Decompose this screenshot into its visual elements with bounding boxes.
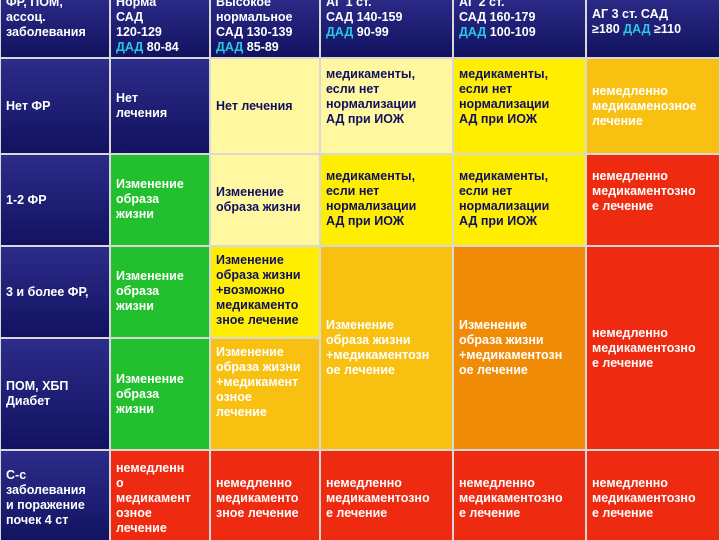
header-corner: ФР, ПОМ, ассоц. заболевания — [0, 0, 110, 58]
header-ag1-title: АГ 1 ст. — [326, 0, 372, 9]
row-label-3-plus-rf: 3 и более ФР, — [0, 246, 110, 338]
cell-rows-3-4-ag1: Изменение образа жизни +медикаментозн ое… — [320, 246, 453, 450]
cell-rows-3-4-ag2: Изменение образа жизни +медикаментозн ое… — [453, 246, 586, 450]
cell-1-2-rf-ag3: немедленно медикаментозно е лечение — [586, 154, 720, 246]
header-corner-text: ФР, ПОМ, ассоц. заболевания — [6, 0, 86, 39]
cell-cv-ag2: немедленно медикаментозно е лечение — [453, 450, 586, 540]
cell-tod-normal: Изменение образа жизни — [110, 338, 210, 450]
cell-cv-normal: немедленн о медикамент озное лечение — [110, 450, 210, 540]
cell-3-plus-rf-high-normal: Изменение образа жизни +возможно медикам… — [210, 246, 320, 338]
cell-no-rf-high-normal: Нет лечения — [210, 58, 320, 154]
cell-rows-3-4-ag3: немедленно медикаментозно е лечение — [586, 246, 720, 450]
cell-no-rf-ag1: медикаменты, если нет нормализации АД пр… — [320, 58, 453, 154]
row-label-1-2-rf: 1-2 ФР — [0, 154, 110, 246]
header-high-normal: Высокое нормальное САД 130-139 ДАД 85-89 — [210, 0, 320, 58]
header-ag1-sad: САД 140-159 — [326, 10, 403, 24]
cell-3-plus-rf-normal: Изменение образа жизни — [110, 246, 210, 338]
cell-cv-ag3: немедленно медикаментозно е лечение — [586, 450, 720, 540]
cell-no-rf-normal: Нет лечения — [110, 58, 210, 154]
header-ag3: АГ 3 ст. САД ≥180 ДАД ≥110 — [586, 0, 720, 58]
header-ag2-title: АГ 2 ст. — [459, 0, 505, 9]
row-label-no-rf: Нет ФР — [0, 58, 110, 154]
header-normal-title: Норма — [116, 0, 157, 9]
header-ag3-text: АГ 3 ст. САД ≥180 ДАД ≥110 — [592, 7, 682, 36]
header-ag1: АГ 1 ст. САД 140-159 ДАД 90-99 — [320, 0, 453, 58]
cell-no-rf-ag3: немедленно медикаменозное лечение — [586, 58, 720, 154]
cell-1-2-rf-ag1: медикаменты, если нет нормализации АД пр… — [320, 154, 453, 246]
header-normal: Норма САД 120-129 ДАД 80-84 — [110, 0, 210, 58]
row-label-tod-ckd-diabetes: ПОМ, ХБП Диабет — [0, 338, 110, 450]
header-ag2: АГ 2 ст. САД 160-179 ДАД 100-109 — [453, 0, 586, 58]
header-high-normal-title: Высокое нормальное — [216, 0, 293, 24]
header-normal-dad: ДАД 80-84 — [116, 40, 179, 54]
cell-tod-high-normal: Изменение образа жизни +медикамент озное… — [210, 338, 320, 450]
header-ag2-sad: САД 160-179 — [459, 10, 536, 24]
header-normal-sad: САД 120-129 — [116, 10, 162, 39]
header-high-normal-dad: ДАД 85-89 — [216, 40, 279, 54]
header-high-normal-sad: САД 130-139 — [216, 25, 293, 39]
cell-cv-ag1: немедленно медикаментозно е лечение — [320, 450, 453, 540]
cell-no-rf-ag2: медикаменты, если нет нормализации АД пр… — [453, 58, 586, 154]
cell-1-2-rf-ag2: медикаменты, если нет нормализации АД пр… — [453, 154, 586, 246]
header-ag2-dad: ДАД 100-109 — [459, 25, 536, 39]
row-label-cv-disease: С-с заболевания и поражение почек 4 ст — [0, 450, 110, 540]
cell-cv-high-normal: немедленно медикаменто зное лечение — [210, 450, 320, 540]
cell-1-2-rf-normal: Изменение образа жизни — [110, 154, 210, 246]
header-ag1-dad: ДАД 90-99 — [326, 25, 389, 39]
cell-1-2-rf-high-normal: Изменение образа жизни — [210, 154, 320, 246]
